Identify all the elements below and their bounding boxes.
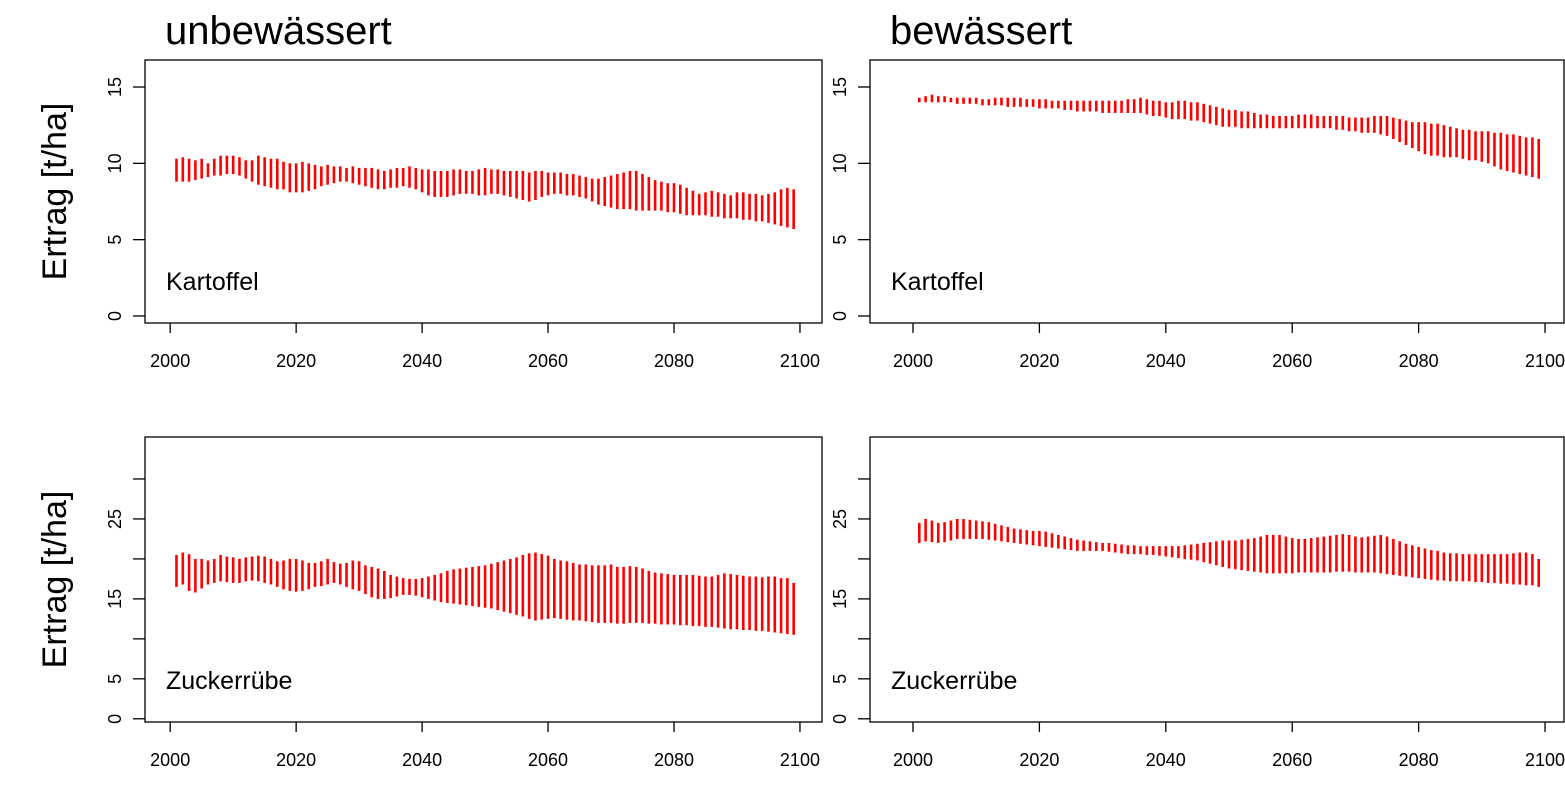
plot-box [869, 436, 1565, 723]
y-tick-label: 5 [830, 235, 850, 245]
crop-label: Zuckerrübe [891, 667, 1017, 695]
x-tick-label: 2040 [1146, 351, 1186, 371]
x-tick-label: 2000 [150, 750, 190, 770]
y-tick-label: 10 [830, 153, 850, 173]
y-tick-label: 15 [830, 589, 850, 609]
x-tick-label: 2060 [1272, 351, 1312, 371]
x-tick-label: 2040 [402, 351, 442, 371]
x-tick-label: 2080 [654, 750, 694, 770]
y-tick-label: 10 [105, 153, 125, 173]
x-tick-label: 2000 [893, 750, 933, 770]
x-tick-label: 2080 [1399, 351, 1439, 371]
y-tick-label: 5 [105, 674, 125, 684]
x-tick-label: 2020 [276, 750, 316, 770]
y-tick-label: 0 [830, 311, 850, 321]
x-tick-label: 2020 [276, 351, 316, 371]
y-tick-label: 0 [105, 311, 125, 321]
y-tick-label: 25 [105, 509, 125, 529]
x-tick-label: 2040 [1146, 750, 1186, 770]
x-tick-label: 2060 [1272, 750, 1312, 770]
y-tick-label: 5 [105, 235, 125, 245]
x-tick-label: 2100 [1525, 750, 1565, 770]
x-tick-label: 2040 [402, 750, 442, 770]
x-tick-label: 2060 [528, 750, 568, 770]
y-axis-label: Ertrag [t/ha] [36, 103, 74, 281]
y-axis-label: Ertrag [t/ha] [36, 491, 74, 669]
crop-label: Kartoffel [891, 268, 984, 296]
y-tick-label: 0 [105, 714, 125, 724]
x-tick-label: 2020 [1019, 351, 1059, 371]
x-tick-label: 2100 [780, 351, 820, 371]
x-tick-label: 2020 [1019, 750, 1059, 770]
x-tick-label: 2100 [780, 750, 820, 770]
x-tick-label: 2000 [893, 351, 933, 371]
y-tick-label: 15 [830, 77, 850, 97]
plot-box [144, 59, 823, 324]
plot-box [144, 436, 823, 723]
y-tick-label: 15 [105, 77, 125, 97]
y-tick-label: 0 [830, 714, 850, 724]
x-tick-label: 2080 [654, 351, 694, 371]
crop-label: Kartoffel [166, 268, 259, 296]
x-tick-label: 2000 [150, 351, 190, 371]
y-tick-label: 25 [830, 509, 850, 529]
panel-title: unbewässert [165, 9, 392, 53]
plot-box [869, 59, 1565, 324]
y-tick-label: 15 [105, 589, 125, 609]
x-tick-label: 2080 [1399, 750, 1439, 770]
x-tick-label: 2100 [1525, 351, 1565, 371]
crop-label: Zuckerrübe [166, 667, 292, 695]
y-tick-label: 5 [830, 674, 850, 684]
panel-title: bewässert [890, 9, 1072, 53]
x-tick-label: 2060 [528, 351, 568, 371]
